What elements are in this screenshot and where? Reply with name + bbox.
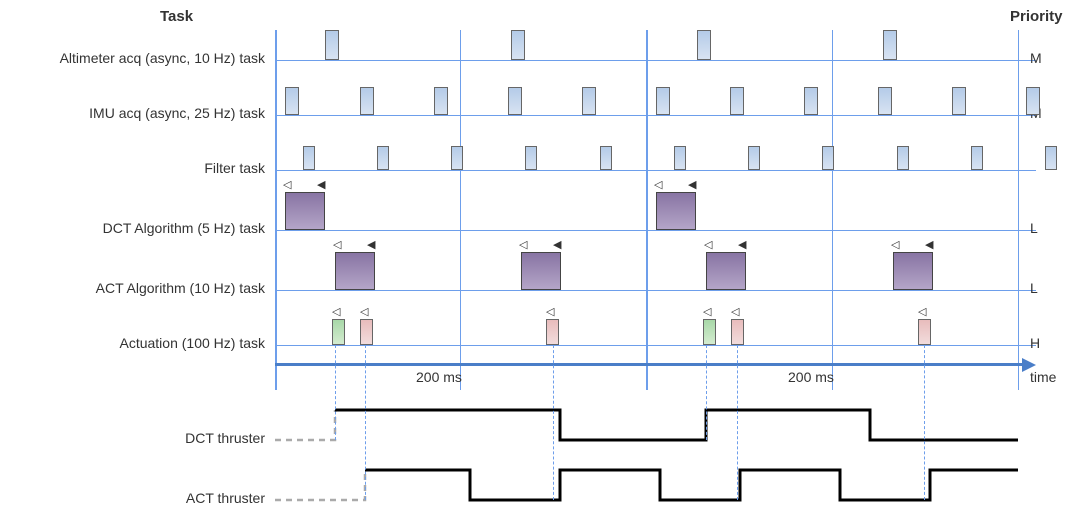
task-bar (508, 87, 522, 115)
row-label: IMU acq (async, 25 Hz) task (0, 105, 265, 121)
start-marker-icon: ◁ (704, 238, 712, 251)
row-label: Actuation (100 Hz) task (0, 335, 265, 351)
task-bar (332, 319, 345, 345)
task-bar (656, 87, 670, 115)
start-marker-icon: ◁ (546, 305, 554, 318)
task-bar (656, 192, 696, 230)
task-bar (897, 146, 909, 170)
start-marker-icon: ◁ (918, 305, 926, 318)
start-marker-icon: ◁ (891, 238, 899, 251)
task-bar (511, 30, 525, 60)
row-label: DCT Algorithm (5 Hz) task (0, 220, 265, 236)
priority-label: M (1030, 50, 1042, 66)
task-bar (883, 30, 897, 60)
task-bar (697, 30, 711, 60)
start-marker-icon: ◁ (654, 178, 662, 191)
task-bar (706, 252, 746, 290)
task-bar (285, 192, 325, 230)
connector-line (924, 345, 925, 500)
start-marker-icon: ◁ (731, 305, 739, 318)
task-bar (822, 146, 834, 170)
connector-line (706, 345, 707, 440)
task-bar (1026, 87, 1040, 115)
start-marker-icon: ◁ (333, 238, 341, 251)
start-marker-icon: ◁ (283, 178, 291, 191)
time-span-label: 200 ms (788, 369, 834, 385)
connector-line (335, 345, 336, 440)
thruster-label: ACT thruster (0, 490, 265, 506)
task-bar (546, 319, 559, 345)
connector-line (365, 345, 366, 500)
task-bar (893, 252, 933, 290)
task-bar (674, 146, 686, 170)
start-marker-icon: ◁ (703, 305, 711, 318)
row-baseline (275, 345, 1036, 346)
row-label: Altimeter acq (async, 10 Hz) task (0, 50, 265, 66)
grid-vline (275, 30, 277, 390)
priority-label: L (1030, 220, 1038, 236)
end-marker-icon: ◀ (925, 238, 933, 251)
task-bar (360, 319, 373, 345)
end-marker-icon: ◀ (317, 178, 325, 191)
start-marker-icon: ◁ (519, 238, 527, 251)
task-bar (377, 146, 389, 170)
task-bar (335, 252, 375, 290)
connector-line (737, 345, 738, 500)
end-marker-icon: ◀ (553, 238, 561, 251)
task-bar (285, 87, 299, 115)
task-bar (582, 87, 596, 115)
task-bar (731, 319, 744, 345)
task-bar (878, 87, 892, 115)
grid-vline (460, 30, 461, 390)
task-bar (521, 252, 561, 290)
task-bar (451, 146, 463, 170)
row-label: Filter task (0, 160, 265, 176)
thruster-label: DCT thruster (0, 430, 265, 446)
connector-line (553, 345, 554, 500)
task-bar (730, 87, 744, 115)
grid-vline (832, 30, 833, 390)
task-bar (1045, 146, 1057, 170)
grid-vline (1018, 30, 1019, 390)
start-marker-icon: ◁ (332, 305, 340, 318)
end-marker-icon: ◀ (688, 178, 696, 191)
time-axis-label: time (1030, 369, 1056, 385)
task-bar (918, 319, 931, 345)
row-baseline (275, 230, 1036, 231)
task-bar (325, 30, 339, 60)
grid-vline (646, 30, 648, 390)
start-marker-icon: ◁ (360, 305, 368, 318)
row-baseline (275, 60, 1036, 61)
task-bar (971, 146, 983, 170)
priority-label: L (1030, 280, 1038, 296)
end-marker-icon: ◀ (738, 238, 746, 251)
row-baseline (275, 290, 1036, 291)
header-task: Task (160, 8, 193, 25)
end-marker-icon: ◀ (367, 238, 375, 251)
task-bar (804, 87, 818, 115)
time-span-label: 200 ms (416, 369, 462, 385)
timing-diagram: { "headers": { "left": "Task", "right": … (0, 0, 1066, 521)
task-bar (952, 87, 966, 115)
task-bar (434, 87, 448, 115)
header-priority: Priority (1010, 8, 1063, 25)
time-axis (275, 363, 1024, 366)
priority-label: H (1030, 335, 1040, 351)
task-bar (303, 146, 315, 170)
task-bar (748, 146, 760, 170)
task-bar (360, 87, 374, 115)
task-bar (525, 146, 537, 170)
task-bar (703, 319, 716, 345)
row-baseline (275, 115, 1036, 116)
task-bar (600, 146, 612, 170)
row-baseline (275, 170, 1036, 171)
row-label: ACT Algorithm (10 Hz) task (0, 280, 265, 296)
